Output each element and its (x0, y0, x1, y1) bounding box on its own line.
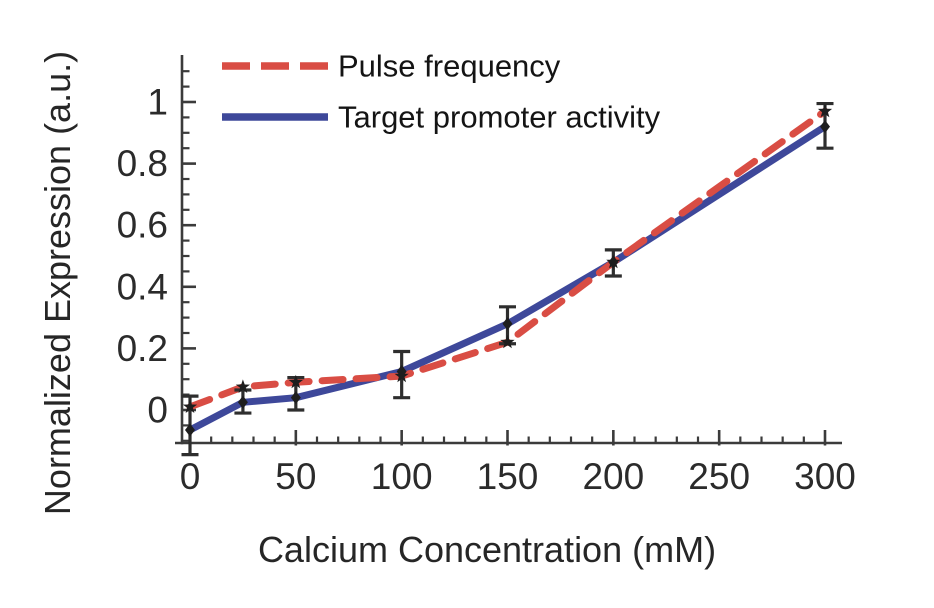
data-point-marker-diamond (396, 365, 407, 378)
y-tick-label: 0 (147, 390, 168, 431)
data-point-marker-diamond (290, 391, 301, 405)
x-tick-label: 200 (582, 456, 644, 497)
y-tick-label: 0.2 (117, 328, 168, 369)
y-axis-label: Normalized Expression (a.u.) (37, 51, 78, 515)
x-tick-label: 50 (275, 456, 316, 497)
series-line-pulse-frequency (186, 107, 829, 411)
x-tick-label: 300 (794, 456, 856, 497)
y-tick-label: 0.6 (117, 205, 168, 246)
data-point-marker-star (235, 379, 250, 393)
legend: Pulse frequency Target promoter activity (222, 49, 661, 135)
legend-item: Target promoter activity (222, 100, 661, 135)
legend-item: Pulse frequency (222, 49, 561, 84)
legend-label: Target promoter activity (338, 100, 661, 135)
y-tick-label: 0.4 (117, 266, 168, 307)
data-point-marker-star (182, 399, 198, 413)
x-axis-label: Calcium Concentration (mM) (258, 529, 716, 570)
y-tick-label: 1 (147, 82, 168, 123)
data-point-marker-star (817, 103, 833, 118)
data-point-marker-star (500, 334, 515, 349)
x-tick-label: 100 (371, 456, 433, 497)
data-point-marker-diamond (237, 395, 248, 409)
x-tick-label: 0 (180, 456, 201, 497)
plot-area: 0 0.2 0.4 0.6 0.8 1 0 50 100 150 200 250 300 Pulse fr… (117, 49, 856, 498)
data-point-marker-diamond (820, 120, 830, 134)
data-point-marker-star (288, 374, 303, 389)
y-tick-label: 0.8 (117, 143, 168, 184)
data-point-marker-diamond (608, 255, 619, 269)
data-point-marker-diamond (502, 317, 513, 331)
x-tick-label: 150 (477, 456, 539, 497)
legend-label: Pulse frequency (338, 49, 561, 84)
x-tick-label: 250 (688, 456, 750, 497)
data-point-marker-diamond (185, 423, 195, 437)
